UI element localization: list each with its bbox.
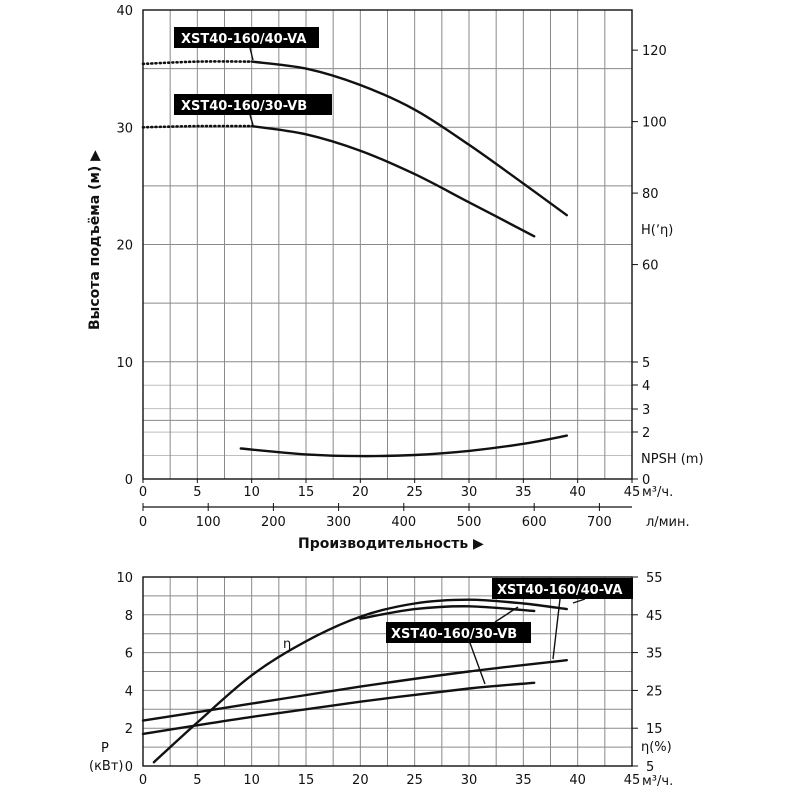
x-tick-label: 20 <box>352 773 369 788</box>
head-curve-dotted <box>141 124 253 129</box>
curve-label-text: XST40-160/40-VA <box>497 583 622 598</box>
y-tick-label: 4 <box>125 684 133 699</box>
x-tick-label: 40 <box>569 485 586 500</box>
x-tick-label: 45 <box>624 773 641 788</box>
label-bottom-xst40-160-30-vb: XST40-160/30-VB <box>386 606 531 685</box>
power-chart-frame <box>142 576 633 767</box>
right-tick-label: 5 <box>646 760 654 775</box>
head-chart-ticks: 0 5 10 15 20 25 30 35 40 450 100 200 300 400 500 600 700… <box>116 4 666 530</box>
y-tick-label: 20 <box>116 239 133 254</box>
power-chart-ticks: 0 5 10 15 20 25 30 35 40 45 0 2 4 6 8 10 5 15 25 35 45 55 <box>116 571 662 788</box>
bottom-x-unit-label: м³/ч. <box>642 774 673 789</box>
x-tick-label: 15 <box>298 773 315 788</box>
x-tick-label: 20 <box>352 485 369 500</box>
x2-tick-label: 600 <box>522 515 547 530</box>
x2-tick-label: 400 <box>391 515 416 530</box>
y-tick-label: 30 <box>116 121 133 136</box>
x-tick-label: 5 <box>193 485 201 500</box>
x-tick-label: 30 <box>461 485 478 500</box>
x2-tick-label: 300 <box>326 515 351 530</box>
right-tick-label: 45 <box>646 609 663 624</box>
npsh-axis-label: NPSH (m) <box>641 452 704 467</box>
curve-label-text: XST40-160/40-VA <box>181 32 306 47</box>
power-curve <box>141 659 568 722</box>
x-tick-label: 10 <box>243 485 260 500</box>
x-tick-label: 25 <box>406 485 423 500</box>
right-tick-label: 25 <box>646 684 663 699</box>
power-axis-title-line1: P <box>101 741 109 756</box>
head-chart-frame <box>142 9 633 480</box>
right-axis-label: H(ʼη) <box>641 223 673 238</box>
x-tick-label: 35 <box>515 485 532 500</box>
right-tick-label: 55 <box>646 571 663 586</box>
x-axis-title: Производительность ▶ <box>298 536 484 552</box>
y-tick-label: 10 <box>116 356 133 371</box>
x2-tick-label: 200 <box>261 515 286 530</box>
x2-tick-label: 500 <box>457 515 482 530</box>
right-tick-label: 100 <box>642 116 667 131</box>
y-tick-label: 40 <box>116 4 133 19</box>
y-tick-label: 10 <box>116 571 133 586</box>
x2-tick-label: 700 <box>587 515 612 530</box>
x-unit-label: м³/ч. <box>642 485 673 500</box>
head-curve <box>250 60 568 217</box>
power-chart-curves <box>141 598 568 764</box>
x-tick-label: 0 <box>139 485 147 500</box>
head-curve <box>250 124 536 238</box>
right-tick-label: 60 <box>642 259 659 274</box>
efficiency-curve-secondary <box>359 605 536 620</box>
npsh-tick-label: 5 <box>642 356 650 371</box>
power-curve <box>141 681 536 736</box>
y-tick-label: 0 <box>125 760 133 775</box>
x-tick-label: 30 <box>461 773 478 788</box>
label-xst40-160-40-va: XST40-160/40-VA <box>174 27 319 61</box>
head-curve-dotted <box>141 60 253 66</box>
power-axis-title-line2: (кВт) <box>89 759 124 774</box>
y-axis-title: Высота подъёма (м) ▶ <box>87 150 103 330</box>
label-bottom-xst40-160-40-va: XST40-160/40-VA <box>492 578 633 660</box>
npsh-tick-label: 2 <box>642 426 650 441</box>
curve-label-text: XST40-160/30-VB <box>181 99 307 114</box>
npsh-tick-label: 0 <box>642 473 650 488</box>
right-tick-label: 80 <box>642 187 659 202</box>
curve-label-text: XST40-160/30-VB <box>391 627 517 642</box>
x2-tick-label: 0 <box>139 515 147 530</box>
right-tick-label: 120 <box>642 44 667 59</box>
npsh-curve <box>239 434 568 458</box>
y-tick-label: 8 <box>125 609 133 624</box>
x2-tick-label: 100 <box>196 515 221 530</box>
x2-unit-label: л/мин. <box>646 515 690 530</box>
x-tick-label: 15 <box>298 485 315 500</box>
y-tick-label: 6 <box>125 647 133 662</box>
power-chart-grid <box>143 577 632 766</box>
x-tick-label: 45 <box>624 485 641 500</box>
label-xst40-160-30-vb: XST40-160/30-VB <box>174 94 332 126</box>
npsh-tick-label: 4 <box>642 379 650 394</box>
x-tick-label: 35 <box>515 773 532 788</box>
efficiency-axis-label: η(%) <box>641 740 672 755</box>
y-tick-label: 2 <box>125 722 133 737</box>
x-tick-label: 40 <box>569 773 586 788</box>
x-tick-label: 10 <box>243 773 260 788</box>
x-tick-label: 5 <box>193 773 201 788</box>
right-tick-label: 15 <box>646 722 663 737</box>
x-tick-label: 0 <box>139 773 147 788</box>
eta-curve-label: η <box>283 637 291 652</box>
y-tick-label: 0 <box>125 473 133 488</box>
right-tick-label: 35 <box>646 647 663 662</box>
head-chart-curves <box>141 60 568 458</box>
npsh-tick-label: 3 <box>642 403 650 418</box>
head-chart-grid <box>143 10 632 479</box>
x-tick-label: 25 <box>406 773 423 788</box>
